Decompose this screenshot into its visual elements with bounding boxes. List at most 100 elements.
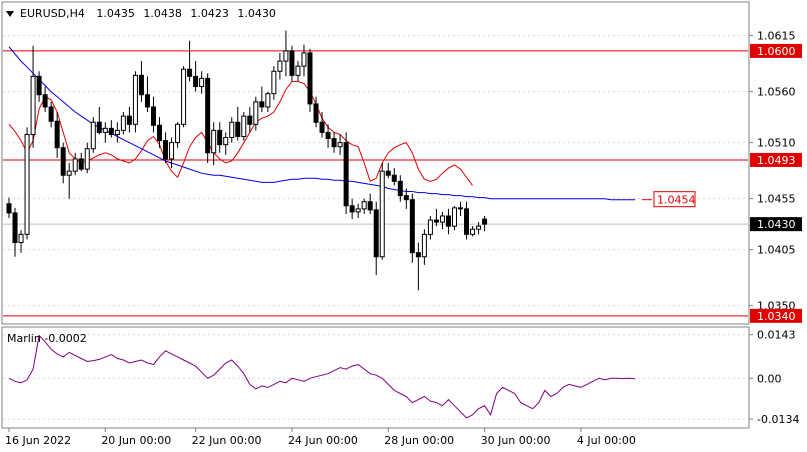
candles bbox=[6, 30, 488, 291]
candle-body-bearish bbox=[42, 94, 48, 108]
candle-body-bullish bbox=[427, 219, 433, 235]
candle bbox=[241, 112, 247, 141]
candle-body-bullish bbox=[253, 101, 259, 125]
candle-body-bullish bbox=[211, 129, 217, 154]
candle bbox=[217, 122, 223, 153]
candle-body-bearish bbox=[78, 158, 84, 170]
time-tick-label: 20 Jun 00:00 bbox=[101, 434, 171, 447]
price-tick-label: 1.0455 bbox=[757, 193, 796, 206]
candle bbox=[367, 193, 373, 214]
candle bbox=[283, 30, 289, 77]
candle bbox=[193, 61, 199, 92]
candle-body-bearish bbox=[331, 138, 337, 148]
candle-body-bearish bbox=[403, 195, 409, 201]
candle-body-bearish bbox=[409, 199, 415, 254]
indicator-title: Marlin -0.0002 bbox=[7, 332, 87, 345]
candle bbox=[482, 215, 488, 232]
indicator-tick-label: 0.00 bbox=[757, 372, 782, 385]
indicator-tick-label: -0.0134 bbox=[757, 413, 799, 426]
candle-body-bearish bbox=[415, 252, 421, 258]
candle-body-bullish bbox=[277, 60, 283, 72]
candle-body-bearish bbox=[163, 140, 169, 160]
candle bbox=[295, 61, 301, 82]
candle-body-bullish bbox=[241, 115, 247, 138]
time-axis: 16 Jun 2022 20 Jun 00:00 22 Jun 00:00 24 Ju… bbox=[5, 428, 636, 447]
candle-body-bullish bbox=[439, 215, 445, 223]
candle-body-bearish bbox=[150, 106, 156, 126]
candle bbox=[349, 198, 355, 220]
candle bbox=[175, 122, 181, 148]
target-level: 1.0454 bbox=[642, 191, 696, 208]
marlin-line bbox=[8, 334, 636, 419]
candle-body-bullish bbox=[90, 121, 96, 150]
candle bbox=[253, 96, 259, 131]
candle-body-bullish bbox=[102, 127, 108, 133]
candle-body-bearish bbox=[217, 129, 223, 146]
candle-body-bullish bbox=[301, 52, 307, 67]
candle-body-bearish bbox=[96, 121, 102, 133]
candle bbox=[205, 73, 211, 163]
candle bbox=[223, 132, 229, 155]
time-tick-label: 22 Jun 00:00 bbox=[192, 434, 262, 447]
dropdown-arrow-icon[interactable] bbox=[6, 11, 14, 17]
candle bbox=[126, 106, 132, 133]
candle-body-bullish bbox=[451, 207, 457, 227]
price-tick-label: 1.0405 bbox=[757, 244, 796, 257]
candle bbox=[24, 127, 30, 240]
candle-body-bearish bbox=[60, 147, 66, 176]
candle bbox=[12, 207, 18, 257]
candle-body-bullish bbox=[181, 68, 187, 125]
candle bbox=[313, 96, 319, 128]
candle bbox=[373, 201, 379, 276]
current-price-badge bbox=[750, 217, 802, 232]
candle bbox=[433, 208, 439, 227]
candle bbox=[464, 201, 470, 240]
level-badge bbox=[750, 43, 802, 58]
candle bbox=[229, 117, 235, 143]
candle bbox=[385, 163, 391, 179]
indicator-tick-label: 0.0143 bbox=[757, 329, 796, 342]
candle-body-bearish bbox=[482, 218, 488, 225]
candle-body-bearish bbox=[433, 219, 439, 223]
candle-body-bullish bbox=[271, 70, 277, 95]
candle-body-bullish bbox=[24, 133, 30, 235]
time-tick-label: 30 Jun 00:00 bbox=[481, 434, 551, 447]
candle bbox=[163, 132, 169, 163]
candle bbox=[211, 122, 217, 166]
candle-body-bullish bbox=[114, 129, 120, 135]
candle-body-bearish bbox=[458, 207, 463, 210]
candle bbox=[72, 152, 78, 176]
candle bbox=[42, 86, 48, 113]
candle-body-bearish bbox=[367, 201, 373, 211]
candle bbox=[114, 122, 120, 143]
candle bbox=[439, 211, 445, 230]
candle-body-bearish bbox=[108, 127, 114, 135]
candle-body-bullish bbox=[421, 233, 427, 258]
price-panel-frame bbox=[1, 1, 750, 325]
candle bbox=[54, 112, 60, 158]
current-price-label: 1.0430 bbox=[757, 218, 796, 231]
candle bbox=[30, 45, 36, 148]
candle-body-bullish bbox=[337, 142, 343, 148]
candle-body-bullish bbox=[476, 225, 482, 230]
level-badge-label: 1.0600 bbox=[757, 45, 796, 58]
candle-body-bearish bbox=[235, 121, 241, 138]
ohlc-close: 1.0430 bbox=[237, 7, 276, 20]
candle bbox=[331, 132, 337, 153]
candle-body-bullish bbox=[355, 208, 361, 213]
candle bbox=[150, 96, 156, 133]
candle-body-bullish bbox=[470, 228, 476, 235]
candle bbox=[343, 132, 349, 214]
candle bbox=[427, 215, 433, 240]
candle bbox=[181, 66, 187, 128]
candle-body-bullish bbox=[175, 123, 181, 144]
candle bbox=[403, 188, 409, 209]
time-tick-label: 28 Jun 00:00 bbox=[384, 434, 454, 447]
candle bbox=[48, 101, 54, 128]
candle-body-bullish bbox=[265, 93, 271, 108]
ohlc-open: 1.0435 bbox=[96, 7, 135, 20]
candle bbox=[379, 163, 385, 260]
candle bbox=[36, 71, 42, 102]
candle bbox=[361, 198, 367, 214]
